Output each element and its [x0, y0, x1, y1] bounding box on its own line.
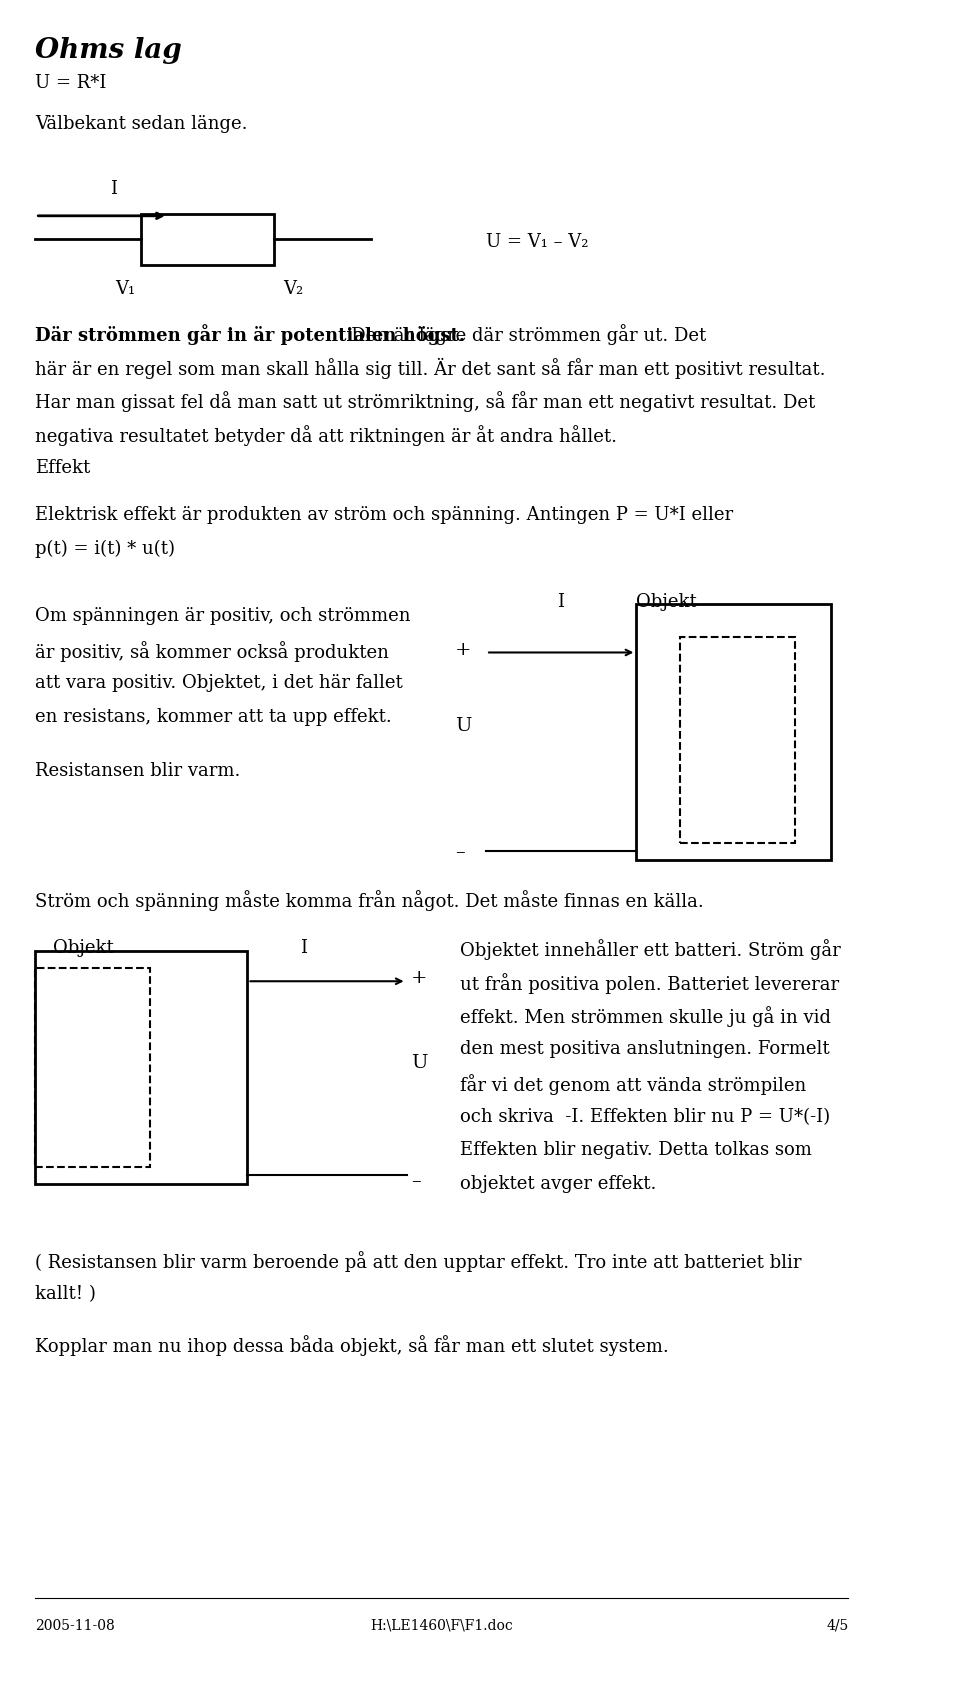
Bar — [141, 214, 274, 265]
Bar — [681, 637, 796, 843]
Text: är positiv, så kommer också produkten: är positiv, så kommer också produkten — [36, 641, 389, 661]
Text: att vara positiv. Objektet, i det här fallet: att vara positiv. Objektet, i det här fa… — [36, 674, 403, 693]
Text: Kopplar man nu ihop dessa båda objekt, så får man ett slutet system.: Kopplar man nu ihop dessa båda objekt, s… — [36, 1335, 669, 1356]
Text: objektet avger effekt.: objektet avger effekt. — [460, 1175, 656, 1194]
Text: U: U — [411, 1054, 427, 1072]
Text: Resistansen blir varm.: Resistansen blir varm. — [36, 762, 241, 781]
Bar — [36, 968, 150, 1167]
Text: Objekt: Objekt — [636, 593, 697, 612]
Text: I: I — [557, 593, 564, 612]
Bar — [36, 951, 248, 1184]
Text: en resistans, kommer att ta upp effekt.: en resistans, kommer att ta upp effekt. — [36, 708, 392, 727]
Text: Den är lägre där strömmen går ut. Det: Den är lägre där strömmen går ut. Det — [36, 324, 707, 344]
Text: V₁: V₁ — [115, 280, 135, 298]
Text: här är en regel som man skall hålla sig till. Är det sant så får man ett positiv: här är en regel som man skall hålla sig … — [36, 357, 826, 379]
Text: Om spänningen är positiv, och strömmen: Om spänningen är positiv, och strömmen — [36, 607, 411, 626]
Text: –: – — [411, 1172, 420, 1190]
Text: –: – — [455, 843, 465, 862]
Text: får vi det genom att vända strömpilen: får vi det genom att vända strömpilen — [460, 1074, 805, 1094]
Text: I: I — [300, 939, 307, 958]
Text: I: I — [110, 180, 117, 199]
Text: och skriva  -I. Effekten blir nu P = U*(-I): och skriva -I. Effekten blir nu P = U*(-… — [460, 1108, 829, 1126]
Text: Objektet innehåller ett batteri. Ström går: Objektet innehåller ett batteri. Ström g… — [460, 939, 840, 959]
Text: Välbekant sedan länge.: Välbekant sedan länge. — [36, 115, 248, 133]
Text: V₂: V₂ — [283, 280, 303, 298]
Text: kallt! ): kallt! ) — [36, 1285, 96, 1303]
Text: p(t) = i(t) * u(t): p(t) = i(t) * u(t) — [36, 540, 176, 558]
Text: Effekt: Effekt — [36, 459, 90, 477]
Text: Objekt: Objekt — [53, 939, 114, 958]
Text: +: + — [455, 641, 471, 659]
Text: 4/5: 4/5 — [827, 1619, 849, 1632]
Text: Ohms lag: Ohms lag — [36, 37, 182, 64]
Text: effekt. Men strömmen skulle ju gå in vid: effekt. Men strömmen skulle ju gå in vid — [460, 1007, 830, 1027]
Text: Elektrisk effekt är produkten av ström och spänning. Antingen P = U*I eller: Elektrisk effekt är produkten av ström o… — [36, 506, 733, 524]
Text: U = R*I: U = R*I — [36, 74, 107, 93]
Text: U: U — [455, 717, 471, 735]
Text: Effekten blir negativ. Detta tolkas som: Effekten blir negativ. Detta tolkas som — [460, 1141, 811, 1160]
Text: Ström och spänning måste komma från något. Det måste finnas en källa.: Ström och spänning måste komma från någo… — [36, 890, 704, 910]
Text: 2005-11-08: 2005-11-08 — [36, 1619, 115, 1632]
Text: Där strömmen går in är potentialen högst.: Där strömmen går in är potentialen högst… — [36, 324, 466, 344]
Text: den mest positiva anslutningen. Formelt: den mest positiva anslutningen. Formelt — [460, 1040, 829, 1059]
Text: ut från positiva polen. Batteriet levererar: ut från positiva polen. Batteriet levere… — [460, 973, 839, 993]
Text: ( Resistansen blir varm beroende på att den upptar effekt. Tro inte att batterie: ( Resistansen blir varm beroende på att … — [36, 1251, 802, 1271]
Text: H:\LE1460\F\F1.doc: H:\LE1460\F\F1.doc — [371, 1619, 514, 1632]
Text: +: + — [411, 969, 427, 988]
Text: U = V₁ – V₂: U = V₁ – V₂ — [486, 233, 588, 251]
Bar — [636, 604, 830, 860]
Text: Har man gissat fel då man satt ut strömriktning, så får man ett negativt resulta: Har man gissat fel då man satt ut strömr… — [36, 391, 816, 411]
Text: negativa resultatet betyder då att riktningen är åt andra hållet.: negativa resultatet betyder då att riktn… — [36, 425, 617, 445]
